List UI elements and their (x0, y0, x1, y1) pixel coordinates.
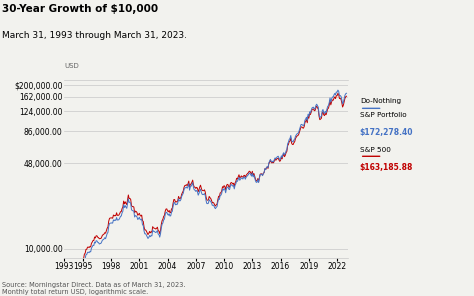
Text: $172,278.40: $172,278.40 (360, 128, 413, 137)
Text: S&P Portfolio: S&P Portfolio (360, 112, 406, 118)
Text: USD: USD (64, 63, 79, 69)
Text: Do-Nothing: Do-Nothing (360, 98, 401, 104)
Text: S&P 500: S&P 500 (360, 147, 391, 153)
Text: March 31, 1993 through March 31, 2023.: March 31, 1993 through March 31, 2023. (2, 31, 187, 40)
Text: 30-Year Growth of $10,000: 30-Year Growth of $10,000 (2, 4, 158, 15)
Text: Source: Morningstar Direct. Data as of March 31, 2023.
Monthly total return USD,: Source: Morningstar Direct. Data as of M… (2, 281, 186, 295)
Text: $163,185.88: $163,185.88 (360, 163, 413, 172)
